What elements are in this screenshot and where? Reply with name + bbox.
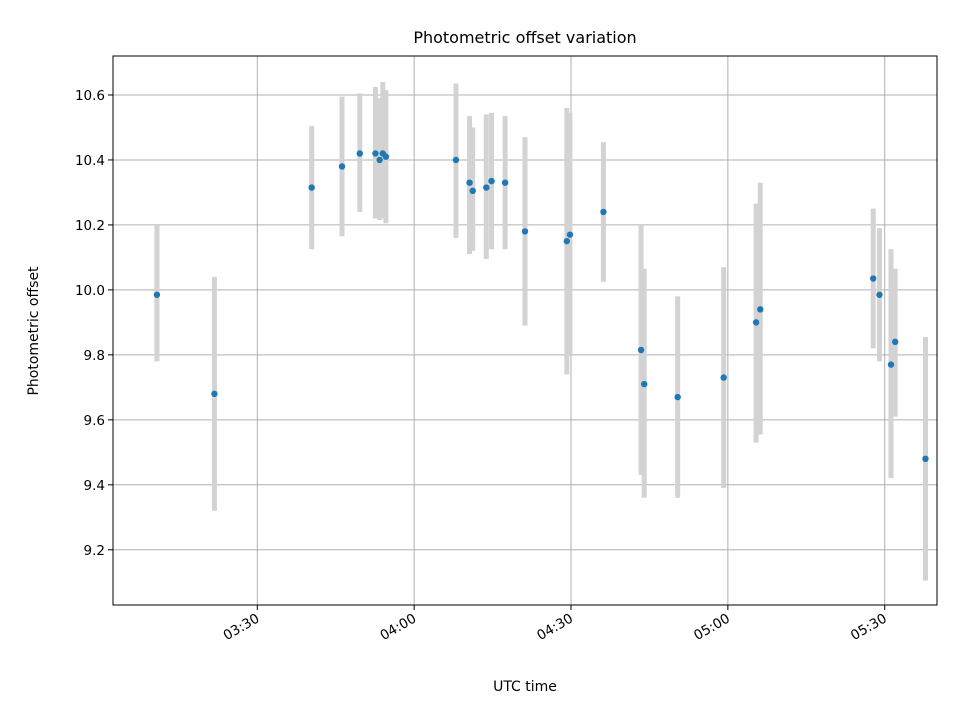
- chart-title: Photometric offset variation: [413, 28, 636, 47]
- data-point: [153, 291, 161, 298]
- data-point: [483, 184, 490, 191]
- data-point: [757, 306, 764, 313]
- data-point: [600, 208, 607, 216]
- y-tick-label: 10.0: [75, 283, 105, 299]
- data-point: [752, 319, 760, 326]
- data-point: [641, 380, 648, 388]
- data-point: [469, 187, 476, 195]
- plot-area-frame: [112, 55, 938, 606]
- data-point: [566, 231, 574, 238]
- data-point: [887, 361, 895, 368]
- x-axis-label: UTC time: [493, 679, 557, 695]
- data-point: [356, 150, 363, 157]
- data-point: [338, 163, 346, 170]
- data-point: [382, 153, 390, 160]
- y-tick-label: 10.2: [75, 218, 105, 234]
- data-point: [211, 390, 218, 398]
- grid-lines: [113, 56, 937, 605]
- y-axis-label: Photometric offset: [26, 266, 42, 396]
- data-point: [876, 291, 883, 298]
- data-point: [674, 393, 681, 401]
- data-point: [376, 156, 383, 164]
- y-tick-label: 9.6: [84, 413, 105, 429]
- y-tick-label: 9.2: [84, 543, 105, 559]
- data-points: [153, 150, 929, 463]
- y-tick-label: 9.4: [84, 478, 105, 494]
- data-point: [720, 374, 727, 381]
- data-point: [488, 177, 495, 185]
- data-point: [891, 338, 899, 346]
- y-tick-label: 10.4: [75, 153, 105, 169]
- data-point: [870, 275, 877, 282]
- y-axis-ticks: 9.2 9.4 9.6 9.8 10.0 10.2 10.4 10.6: [75, 88, 113, 559]
- data-point: [466, 179, 473, 186]
- data-point: [372, 150, 379, 157]
- y-tick-label: 10.6: [75, 88, 105, 104]
- data-point: [922, 455, 929, 463]
- data-point: [563, 237, 571, 245]
- data-point: [521, 228, 529, 235]
- data-point: [637, 346, 645, 354]
- y-tick-label: 9.8: [84, 348, 105, 364]
- data-point: [501, 179, 509, 186]
- data-point: [452, 156, 460, 164]
- data-point: [308, 184, 315, 191]
